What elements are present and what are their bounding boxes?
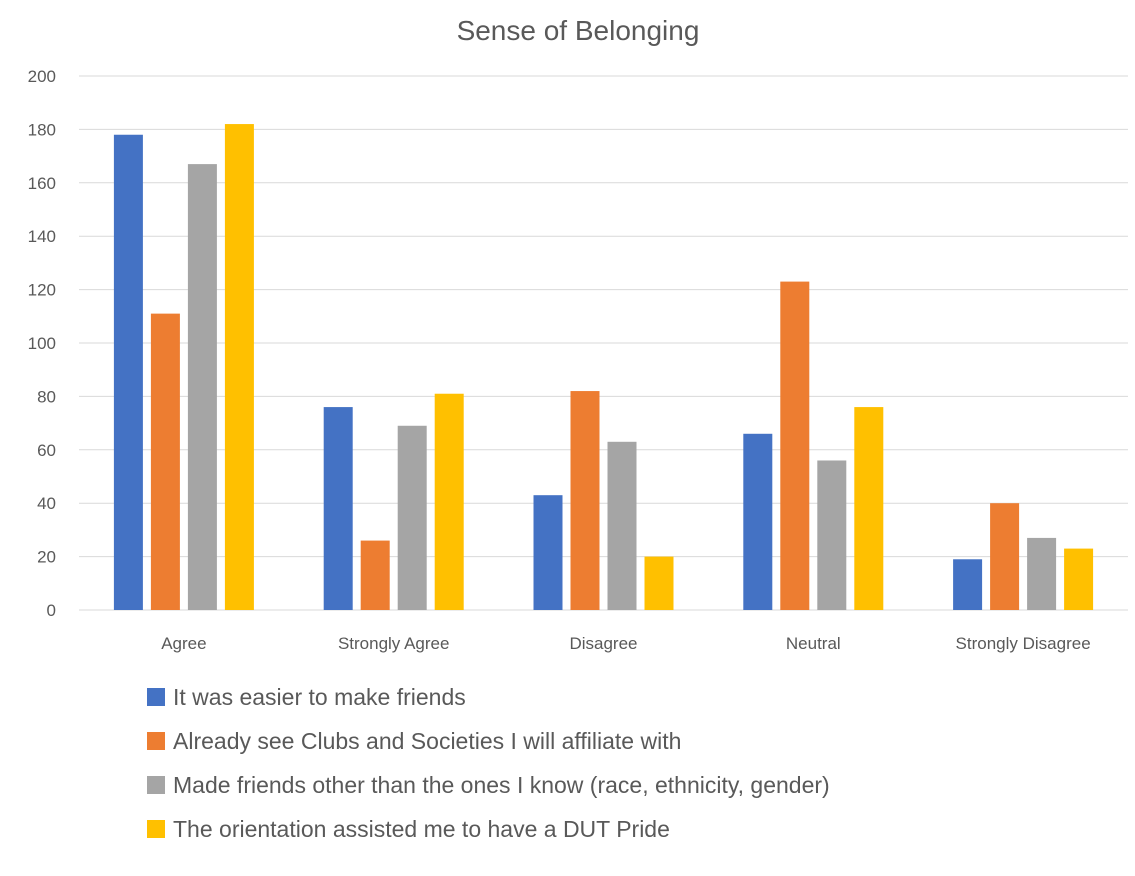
y-tick-label-4: 80 [37, 387, 56, 406]
bar-3-3 [854, 407, 884, 610]
y-tick-label-0: 0 [47, 601, 56, 620]
bar-2-3 [644, 556, 674, 610]
chart-title: Sense of Belonging [457, 15, 700, 46]
legend-label-2: Made friends other than the ones I know … [173, 772, 830, 798]
bar-0-1 [150, 313, 180, 610]
y-tick-label-9: 180 [28, 120, 56, 139]
bar-1-2 [397, 425, 427, 610]
bar-4-2 [1027, 537, 1057, 610]
x-category-label-4: Strongly Disagree [956, 634, 1091, 653]
legend-swatch-2 [147, 776, 165, 794]
bar-2-0 [533, 495, 563, 610]
y-tick-label-7: 140 [28, 227, 56, 246]
bar-1-3 [434, 393, 464, 610]
bar-3-0 [743, 433, 773, 610]
legend: It was easier to make friends Already see… [147, 684, 830, 842]
y-tick-label-6: 120 [28, 281, 56, 300]
x-category-label-1: Strongly Agree [338, 634, 450, 653]
x-category-label-0: Agree [161, 634, 206, 653]
y-axis-ticks: 0 20 40 60 80 100 120 140 160 180 200 [28, 67, 56, 620]
legend-label-3: The orientation assisted me to have a DU… [173, 816, 670, 842]
legend-label-1: Already see Clubs and Societies I will a… [173, 728, 681, 754]
bar-0-0 [113, 134, 143, 611]
bar-0-2 [187, 164, 217, 611]
legend-swatch-0 [147, 688, 165, 706]
bar-4-1 [990, 503, 1020, 610]
y-tick-label-5: 100 [28, 334, 56, 353]
bar-1-1 [360, 540, 390, 610]
y-tick-label-8: 160 [28, 174, 56, 193]
bars [113, 124, 1094, 611]
legend-swatch-3 [147, 820, 165, 838]
y-tick-label-1: 20 [37, 548, 56, 567]
bar-4-3 [1064, 548, 1094, 610]
y-tick-label-2: 40 [37, 494, 56, 513]
bar-2-1 [570, 391, 600, 610]
y-tick-label-3: 60 [37, 441, 56, 460]
legend-label-0: It was easier to make friends [173, 684, 466, 710]
bar-3-1 [780, 281, 810, 610]
bar-0-3 [224, 124, 254, 610]
y-tick-label-10: 200 [28, 67, 56, 86]
x-category-label-2: Disagree [569, 634, 637, 653]
bar-1-0 [323, 407, 353, 610]
x-category-label-3: Neutral [786, 634, 841, 653]
bar-2-2 [607, 441, 637, 610]
x-axis-categories: Agree Strongly Agree Disagree Neutral Strong… [161, 634, 1090, 653]
bar-4-0 [953, 559, 983, 610]
legend-swatch-1 [147, 732, 165, 750]
bar-3-2 [817, 460, 847, 610]
